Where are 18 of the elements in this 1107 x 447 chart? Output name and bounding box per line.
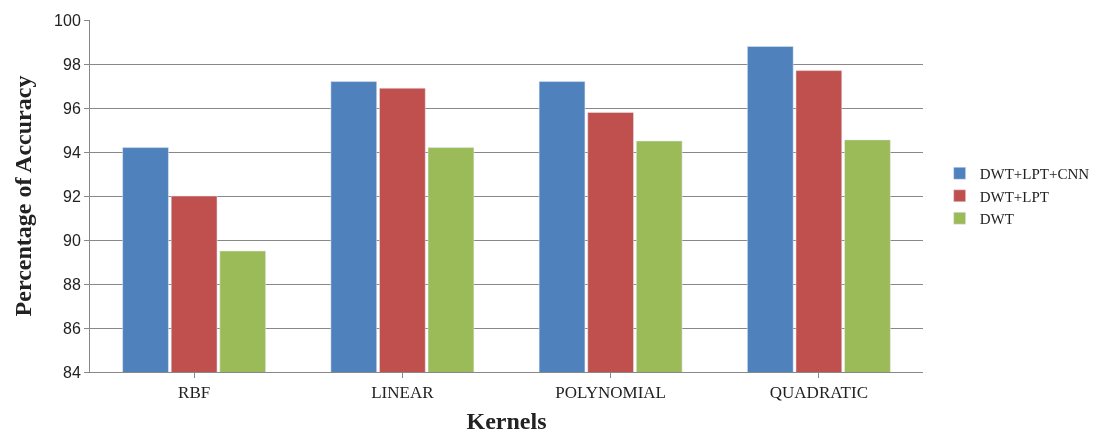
legend-label: DWT+LPT [979,188,1049,205]
y-tick-label: 90 [63,231,81,249]
x-tick-label: RBF [178,383,211,403]
x-axis-title: Kernels [466,407,547,434]
x-tick-label: QUADRATIC [769,383,868,403]
y-tick-label: 92 [63,187,81,205]
y-tick-label: 96 [63,99,81,117]
y-tick-label: 88 [63,275,81,293]
y-axis-title: Percentage of Accuracy [10,75,37,317]
x-tick-label: POLYNOMIAL [555,383,666,403]
y-tick-label: 84 [63,363,81,381]
y-tick-label: 100 [54,11,81,29]
legend-label: DWT [979,211,1014,228]
x-tick-label: LINEAR [371,383,435,403]
y-tick-label: 98 [63,55,81,73]
legend-label: DWT+LPT+CNN [979,166,1090,183]
y-tick-label: 86 [63,319,81,337]
y-tick-label: 94 [63,143,81,161]
